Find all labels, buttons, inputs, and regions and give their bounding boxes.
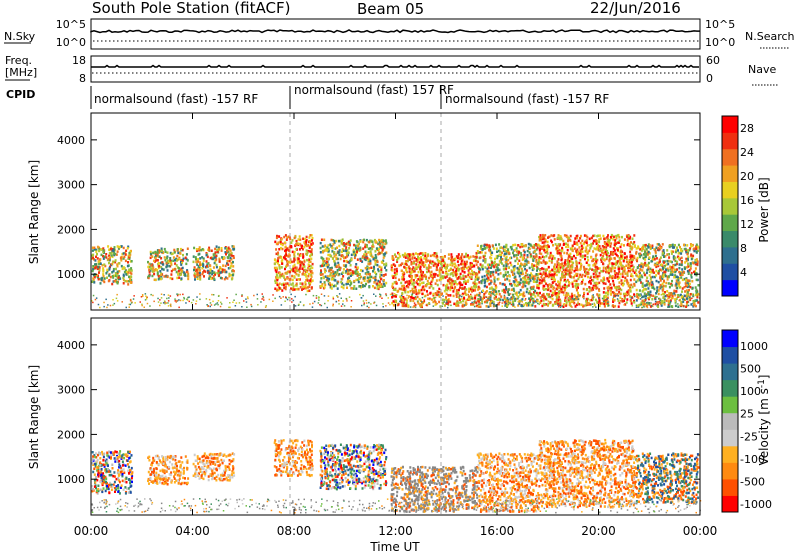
- sky-panel: N.Sky 10^5 10^0 10^5 10^0 N.Search: [4, 18, 795, 50]
- cpid-label: CPID: [6, 88, 35, 101]
- ytick-label: 2000: [57, 223, 85, 236]
- nave-tick-top: 60: [706, 54, 720, 67]
- xtick-label: 12:00: [378, 524, 413, 538]
- nsearch-tick-top: 10^5: [705, 18, 735, 31]
- xtick-label: 08:00: [277, 524, 312, 538]
- cpid-segment-1: normalsound (fast) -157 RF: [94, 92, 258, 106]
- xtick-label: 00:00: [683, 524, 718, 538]
- velocity-colorbar-tick: -500: [740, 475, 765, 488]
- cpid-panel: CPID normalsound (fast) -157 RF normalso…: [6, 83, 609, 109]
- power-colorbar-tick: 4: [740, 266, 747, 279]
- date-label: 22/Jun/2016: [590, 0, 681, 17]
- power-colorbar-tick: 8: [740, 242, 747, 255]
- velocity-colorbar-tick: 500: [740, 363, 761, 376]
- power-panel: 1000 2000 3000 4000 Slant Range [km] 4 8 12 16…: [27, 112, 771, 311]
- freq-label-line1: Freq.: [5, 54, 32, 67]
- cpid-segment-2: normalsound (fast) 157 RF: [294, 83, 454, 97]
- nsky-tick-top: 10^5: [56, 18, 86, 31]
- time-xlabel: Time UT: [369, 540, 420, 554]
- velocity-colorbar-tick: 25: [740, 408, 754, 421]
- ytick-label: 4000: [57, 134, 85, 147]
- ytick-label: 4000: [57, 339, 85, 352]
- station-title: South Pole Station (fitACF): [92, 0, 290, 17]
- velocity-colorbar-tick: -25: [740, 430, 758, 443]
- velocity-colorbar: 1000 500 100 25 -25 -100 -500 -1000: [721, 329, 772, 513]
- power-colorbar-tick: 28: [740, 122, 754, 135]
- freq-panel: Freq. [MHz] 18 8 60 0 Nave: [5, 54, 778, 86]
- velocity-colorbar-tick: -100: [740, 453, 765, 466]
- power-colorbar: 4 8 12 16 20 24 28: [721, 115, 754, 297]
- freq-tick-bottom: 8: [79, 72, 86, 85]
- nave-label: Nave: [748, 63, 776, 76]
- nsky-tick-bottom: 10^0: [56, 36, 86, 49]
- xtick-label: 16:00: [480, 524, 515, 538]
- nave-tick-bottom: 0: [706, 72, 713, 85]
- xtick-label: 20:00: [581, 524, 616, 538]
- velocity-colorbar-tick: 100: [740, 385, 761, 398]
- power-colorbar-label: Power [dB]: [757, 177, 771, 242]
- velocity-scatter: [91, 438, 702, 514]
- power-colorbar-tick: 16: [740, 194, 754, 207]
- nsearch-label: N.Search: [745, 30, 795, 43]
- ytick-label: 3000: [57, 179, 85, 192]
- ytick-label: 3000: [57, 384, 85, 397]
- power-colorbar-tick: 20: [740, 170, 754, 183]
- velocity-panel: 1000 2000 3000 4000 Slant Range [km] 1000 50…: [27, 113, 772, 554]
- nsearch-tick-bottom: 10^0: [705, 36, 735, 49]
- nsky-trace: [90, 29, 700, 34]
- freq-trace: [91, 64, 699, 68]
- ytick-label: 1000: [57, 268, 85, 281]
- freq-tick-top: 18: [72, 54, 86, 67]
- beam-label: Beam 05: [357, 0, 424, 18]
- velocity-colorbar-tick: 1000: [740, 340, 768, 353]
- velocity-colorbar-label: Velocity [m s-1]: [757, 375, 771, 466]
- xtick-label: 04:00: [175, 524, 210, 538]
- ytick-label: 1000: [57, 473, 85, 486]
- ytick-label: 2000: [57, 428, 85, 441]
- power-colorbar-tick: 12: [740, 218, 754, 231]
- power-scatter: [91, 233, 701, 309]
- velocity-colorbar-tick: -1000: [740, 498, 772, 511]
- velocity-ylabel: Slant Range [km]: [27, 365, 41, 469]
- power-ylabel: Slant Range [km]: [27, 160, 41, 264]
- xtick-label: 00:00: [74, 524, 109, 538]
- freq-label-line2: [MHz]: [5, 66, 37, 79]
- power-colorbar-tick: 24: [740, 146, 754, 159]
- nsky-label: N.Sky: [4, 30, 36, 43]
- cpid-segment-3: normalsound (fast) -157 RF: [445, 92, 609, 106]
